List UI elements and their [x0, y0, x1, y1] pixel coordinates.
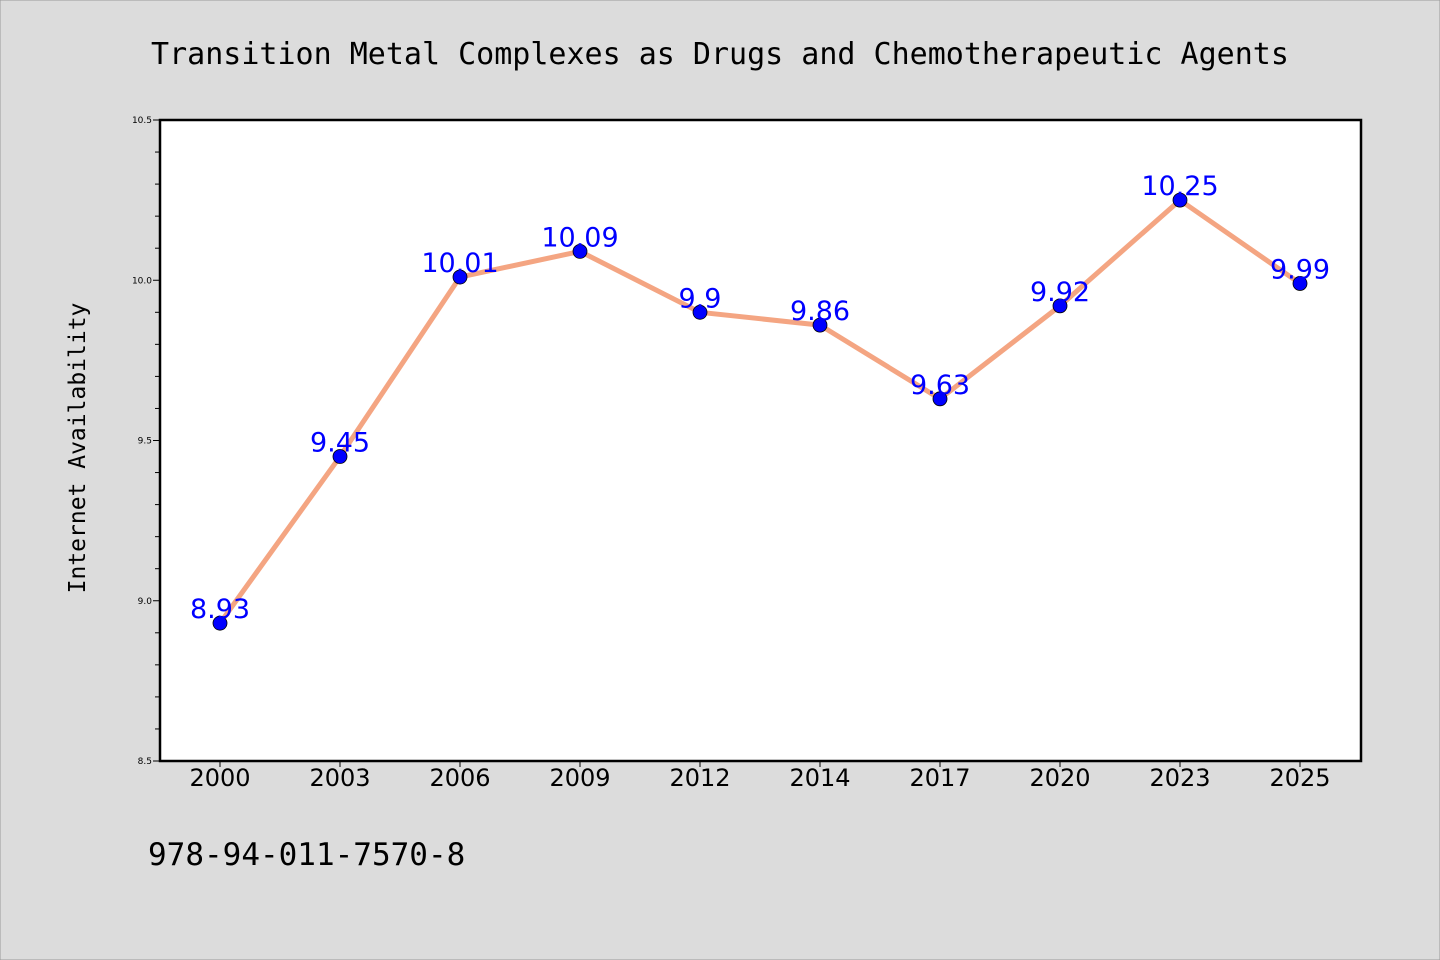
x-tick-label: 2014 — [789, 764, 850, 792]
data-point — [332, 449, 348, 464]
data-label: 9.99 — [1270, 254, 1330, 285]
data-point — [212, 615, 228, 631]
x-tick-label: 2023 — [1149, 764, 1210, 792]
y-tick-label: 9.0 — [138, 597, 153, 607]
data-label: 10.01 — [421, 248, 498, 279]
x-tick-label: 2009 — [549, 764, 610, 792]
data-point — [452, 269, 468, 285]
x-tick-label: 2012 — [669, 764, 730, 792]
x-tick-label: 2017 — [909, 764, 970, 792]
series-line — [217, 197, 1303, 626]
data-point — [932, 391, 948, 407]
plot-area — [158, 118, 1363, 763]
x-tick-label: 2025 — [1269, 764, 1330, 792]
x-tick-label: 2006 — [429, 764, 490, 792]
data-label: 10.09 — [541, 222, 618, 253]
data-label: 10.25 — [1141, 171, 1218, 202]
data-point — [1052, 298, 1068, 314]
data-point — [812, 317, 828, 333]
y-tick-label: 8.5 — [138, 757, 152, 767]
y-tick-label: 10.5 — [132, 116, 152, 126]
data-label: 9.63 — [910, 370, 970, 401]
chart-title: Transition Metal Complexes as Drugs and … — [151, 37, 1289, 72]
data-label: 9.45 — [310, 428, 370, 459]
y-axis-label: Internet Availability — [65, 303, 91, 594]
data-point — [572, 244, 588, 259]
x-tick-label: 2020 — [1029, 764, 1090, 792]
data-label: 8.93 — [190, 594, 250, 625]
x-tick-label: 2000 — [189, 764, 250, 792]
y-axis: 8.5 9.0 9.5 10.0 10.5 — [132, 116, 160, 767]
footer-text: 978-94-011-7570-8 — [148, 837, 465, 873]
data-label: 9.92 — [1030, 277, 1090, 308]
data-point — [1292, 276, 1308, 291]
data-label: 9.86 — [790, 296, 850, 327]
y-tick-label: 10.0 — [132, 276, 152, 286]
data-labels: 8.93 9.45 10.01 10.09 9.9 9.86 9.63 9.92 10.25 9.… — [190, 171, 1330, 625]
data-point — [692, 304, 708, 320]
x-axis: 2000 2003 2006 2009 2012 2014 2017 2020 2023 2025 — [189, 761, 1331, 792]
y-tick-label: 9.5 — [138, 437, 152, 447]
data-point — [1172, 192, 1188, 208]
data-label: 9.9 — [679, 283, 722, 314]
x-tick-label: 2003 — [309, 764, 370, 792]
data-markers — [212, 192, 1308, 631]
